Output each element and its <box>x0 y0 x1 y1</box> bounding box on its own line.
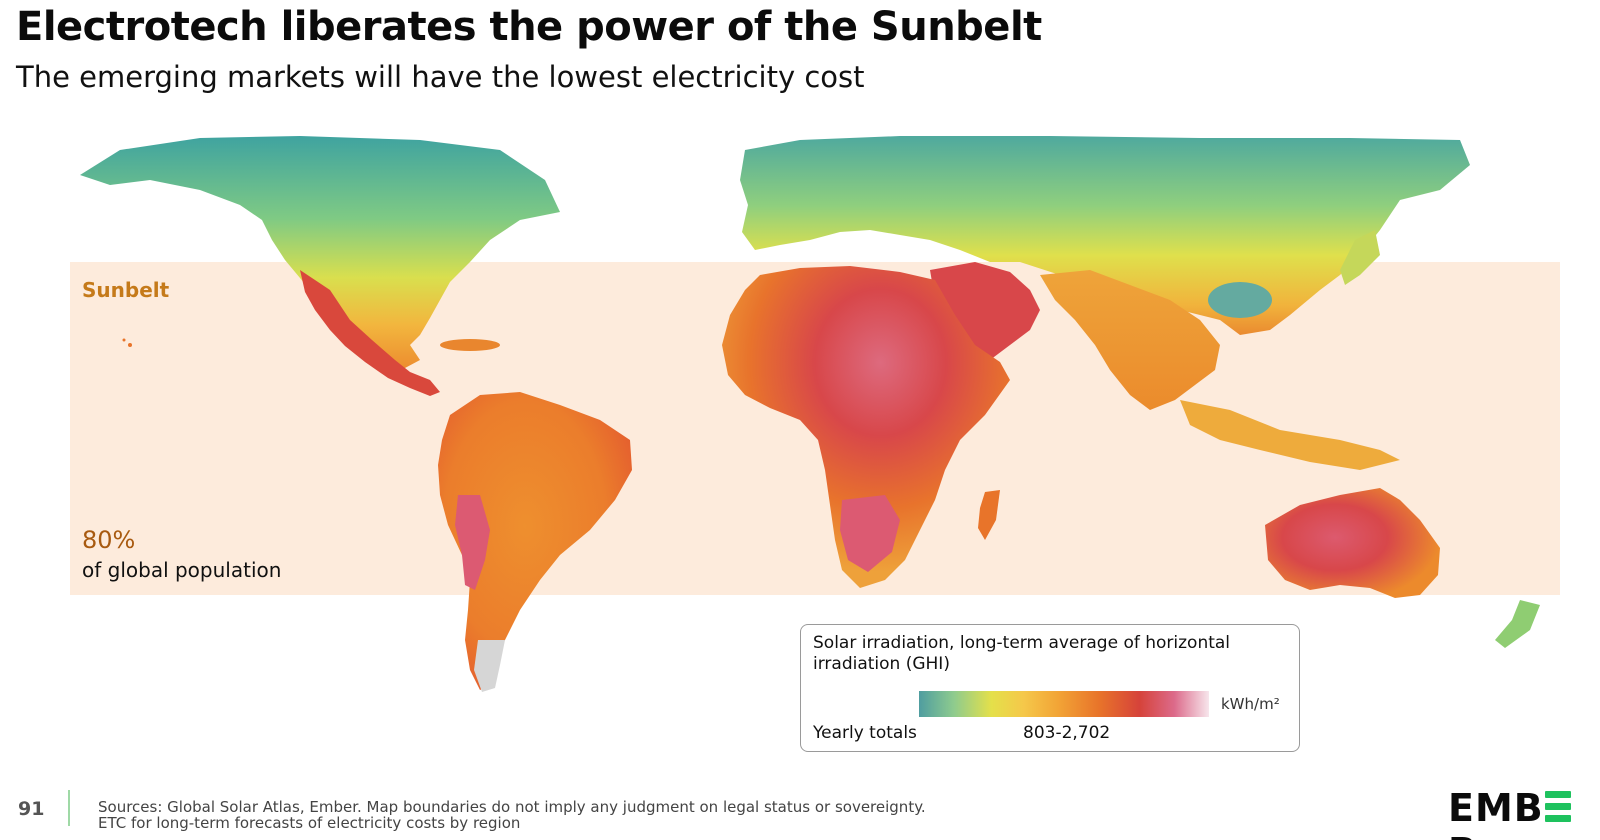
map-legend: Solar irradiation, long-term average of … <box>800 624 1300 752</box>
logo-text-right: R <box>1448 830 1478 840</box>
south-asia <box>1040 270 1220 410</box>
southeast-asia <box>1180 400 1400 470</box>
source-line-2: ETC for long-term forecasts of electrici… <box>98 814 521 832</box>
source-line-1: Sources: Global Solar Atlas, Ember. Map … <box>98 798 926 816</box>
legend-title: Solar irradiation, long-term average of … <box>813 633 1231 674</box>
logo-e-icon <box>1544 789 1573 825</box>
page-title: Electrotech liberates the power of the S… <box>16 4 1042 50</box>
madagascar <box>978 490 1000 540</box>
population-text: of global population <box>82 558 282 582</box>
kalahari-region <box>840 495 900 572</box>
australia <box>1265 488 1440 598</box>
north-america <box>80 136 560 372</box>
sunbelt-label: Sunbelt <box>82 278 170 302</box>
legend-row-label: Yearly totals <box>813 723 917 743</box>
ember-logo: EMBR <box>1448 786 1600 840</box>
page-number: 91 <box>18 798 45 820</box>
legend-unit: kWh/m² <box>1221 695 1280 713</box>
population-share: 80% <box>82 526 136 554</box>
legend-range: 803-2,702 <box>1023 723 1111 743</box>
footer-divider <box>68 790 70 826</box>
pacific-island <box>122 338 126 342</box>
south-america <box>438 392 632 690</box>
eurasia <box>740 136 1470 335</box>
patagonia <box>474 640 505 692</box>
central-america <box>300 270 440 396</box>
japan <box>1340 230 1380 285</box>
logo-text-left: EMB <box>1448 786 1544 830</box>
caribbean-islands <box>440 339 500 351</box>
pacific-island <box>128 343 132 347</box>
atacama-region <box>455 495 490 590</box>
new-zealand <box>1495 600 1540 648</box>
sichuan-basin <box>1208 282 1272 318</box>
page-subtitle: The emerging markets will have the lowes… <box>16 60 865 94</box>
africa <box>722 266 1010 588</box>
legend-color-scale <box>919 691 1209 717</box>
